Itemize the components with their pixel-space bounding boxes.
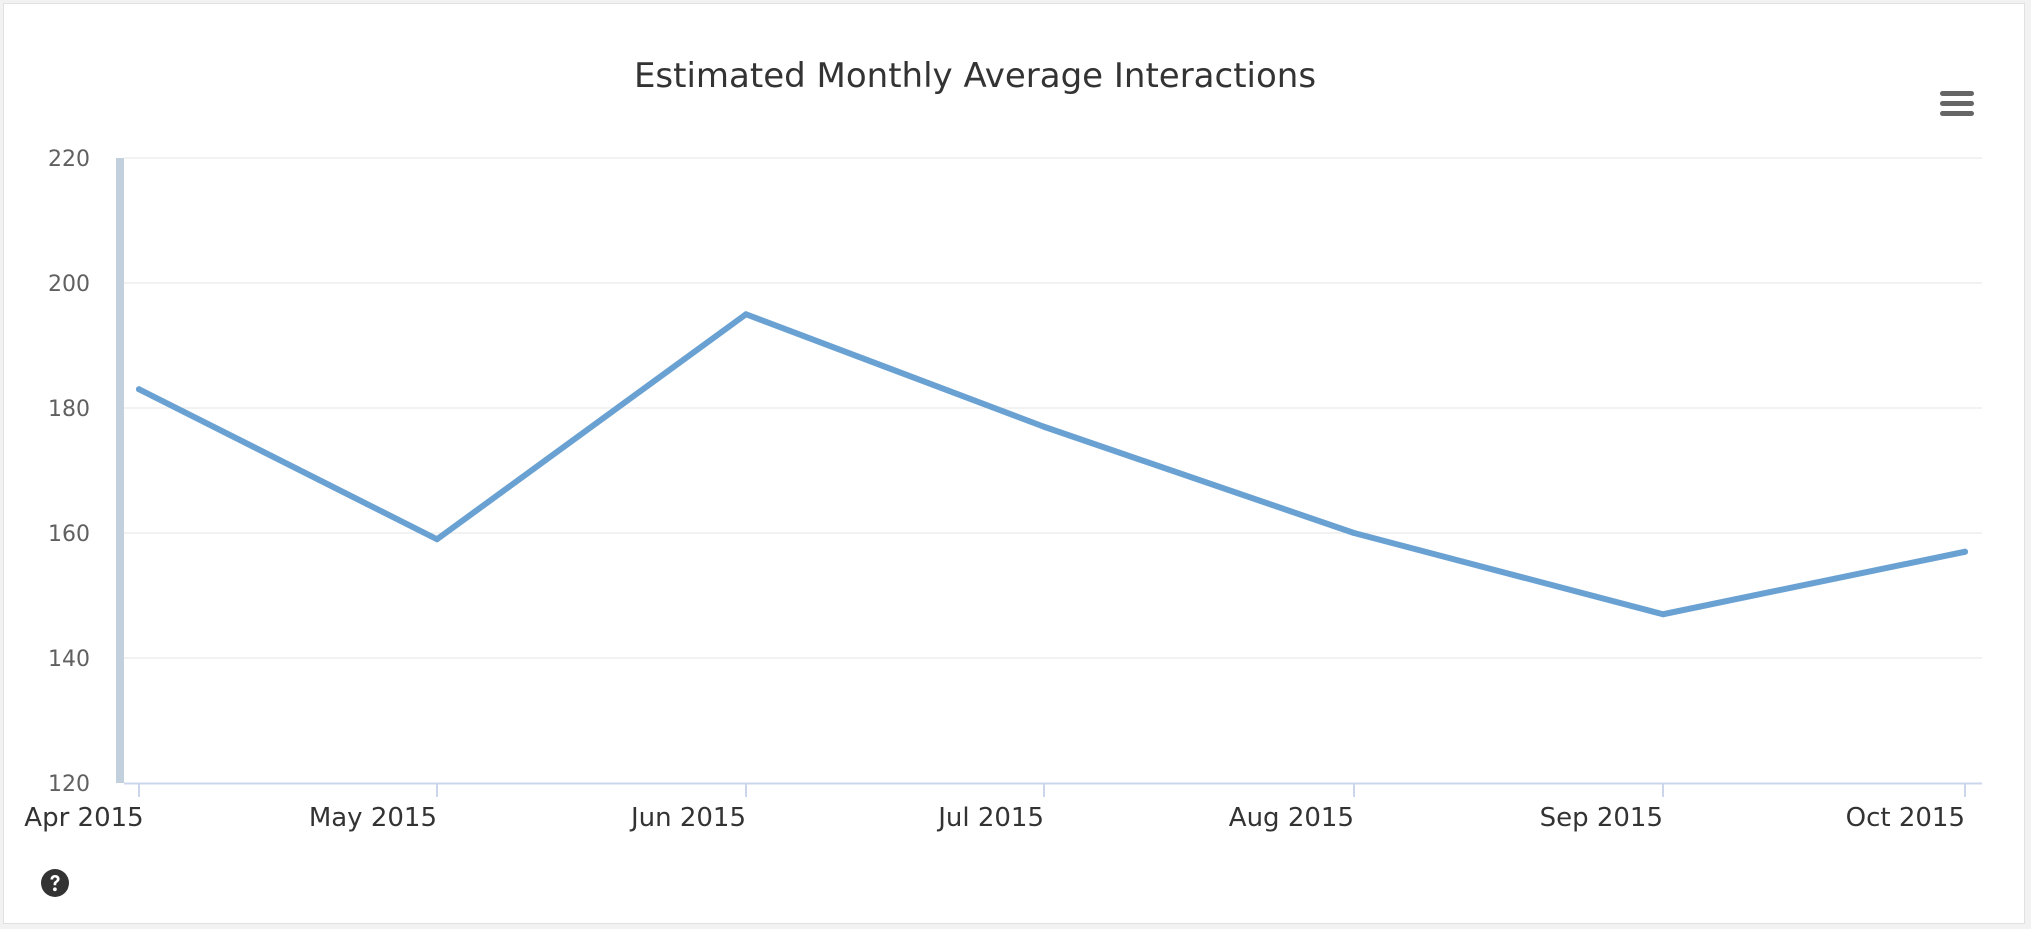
x-axis-labels: Apr 2015 May 2015 Jun 2015 Jul 2015 Aug 2015… bbox=[24, 803, 1965, 833]
y-tick-label: 160 bbox=[48, 522, 90, 547]
chart-title: Estimated Monthly Average Interactions bbox=[633, 56, 1317, 96]
data-point[interactable] bbox=[136, 386, 142, 393]
x-tick-label: Jul 2015 bbox=[936, 803, 1044, 833]
data-point[interactable] bbox=[1041, 423, 1047, 430]
data-point[interactable] bbox=[434, 536, 440, 543]
hamburger-menu-icon[interactable] bbox=[1938, 88, 1976, 120]
navigator-bar[interactable] bbox=[116, 158, 124, 783]
chart-container bbox=[3, 3, 2025, 924]
x-tick-label: Aug 2015 bbox=[1229, 803, 1354, 833]
y-tick-label: 140 bbox=[48, 647, 90, 672]
y-axis-labels: 120 140 160 180 200 220 bbox=[48, 147, 90, 797]
x-tick-label: Jun 2015 bbox=[629, 803, 746, 833]
data-point[interactable] bbox=[743, 311, 749, 318]
y-tick-label: 120 bbox=[48, 772, 90, 797]
question-circle-icon[interactable] bbox=[40, 868, 70, 898]
y-tick-label: 200 bbox=[48, 272, 90, 297]
data-point[interactable] bbox=[1962, 548, 1968, 555]
grid-lines bbox=[124, 157, 1982, 659]
x-tick-label: Oct 2015 bbox=[1846, 803, 1965, 833]
x-axis bbox=[124, 782, 1982, 797]
data-point[interactable] bbox=[1351, 530, 1357, 536]
x-tick-label: Sep 2015 bbox=[1540, 803, 1663, 833]
y-tick-label: 180 bbox=[48, 397, 90, 422]
data-point[interactable] bbox=[1660, 611, 1666, 618]
series-layer bbox=[136, 311, 1968, 618]
x-tick-label: Apr 2015 bbox=[24, 803, 143, 833]
x-tick-label: May 2015 bbox=[309, 803, 437, 833]
y-tick-label: 220 bbox=[48, 147, 90, 172]
series-line[interactable] bbox=[136, 311, 1968, 618]
